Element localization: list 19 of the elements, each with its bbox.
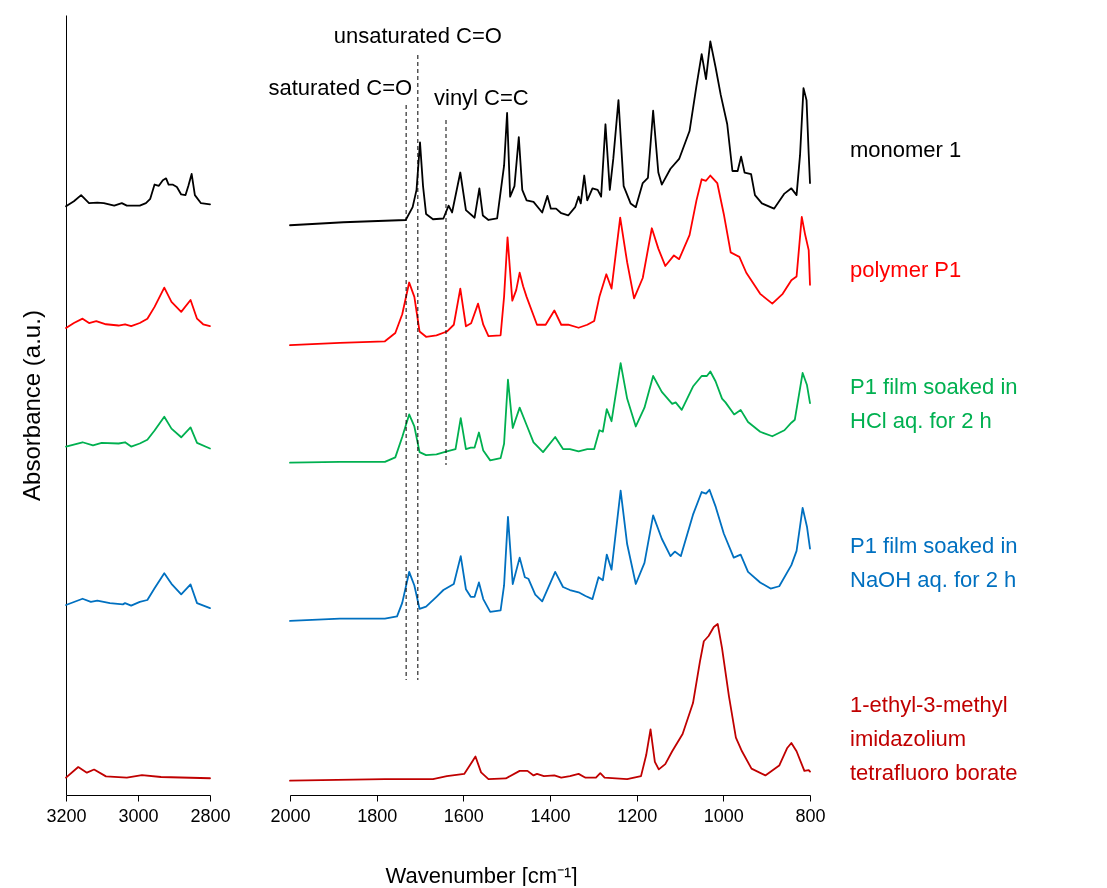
x-tick-label: 1600 — [443, 805, 484, 826]
series-label: P1 film soaked in HCl aq. for 2 h — [850, 374, 1018, 434]
x-tick-label: 2000 — [270, 805, 311, 826]
series-label: 1-ethyl-3-methyl imidazolium tetrafluoro borate — [850, 692, 1018, 786]
ref-line-label: saturated C=O — [268, 75, 413, 100]
x-tick-label: 2800 — [190, 805, 231, 826]
x-tick-label: 1000 — [703, 805, 744, 826]
x-tick-label: 800 — [795, 805, 826, 826]
x-tick-label: 3000 — [118, 805, 159, 826]
ref-line-label: unsaturated C=O — [333, 23, 502, 48]
ref-line-label: vinyl C=C — [434, 85, 529, 110]
x-tick-label: 1200 — [617, 805, 658, 826]
x-tick-label: 3200 — [46, 805, 87, 826]
x-tick-label: 1400 — [530, 805, 571, 826]
series-label: monomer 1 — [850, 136, 962, 162]
x-tick-label: 1800 — [357, 805, 398, 826]
series-label: P1 film soaked in NaOH aq. for 2 h — [850, 532, 1018, 592]
y-axis-title: Absorbance (a.u.) — [17, 310, 45, 501]
series-label: polymer P1 — [850, 256, 962, 282]
